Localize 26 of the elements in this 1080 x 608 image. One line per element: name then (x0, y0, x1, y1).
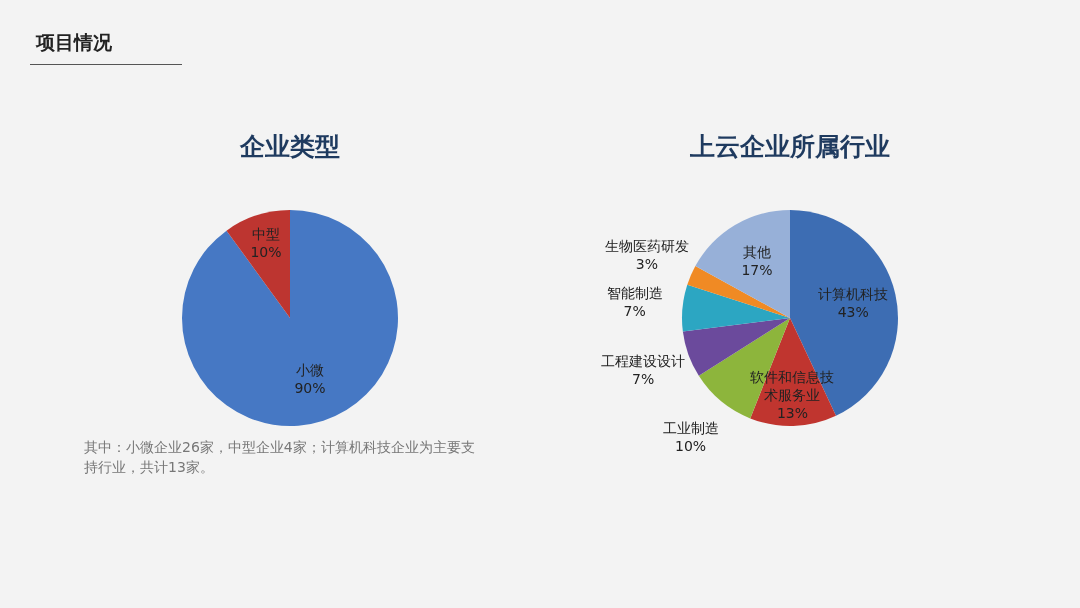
slice-label: 计算机科技 (818, 285, 889, 302)
data-label: 90% (294, 379, 326, 396)
data-label: 10% (675, 438, 707, 455)
data-label: 10% (250, 244, 282, 261)
data-label: 43% (837, 303, 869, 320)
pie-slice (226, 210, 290, 318)
slice-label: 生物医药研发 (604, 238, 689, 255)
slice-label: 小微 (296, 361, 325, 378)
slice-label: 中型 (251, 226, 280, 243)
data-label: 3% (635, 256, 658, 273)
slice-label: 智能制造 (606, 285, 663, 302)
data-label: 17% (741, 262, 773, 279)
pie-slice (682, 284, 790, 332)
slice-label: 其他 (743, 244, 772, 261)
pie-slice (695, 210, 790, 318)
data-label: 13% (776, 404, 809, 421)
slice-label: 工程建设设计 (601, 352, 686, 369)
text: 其中：小微企业26家，中型企业4家；计算机科技企业为主要支持行业，共计13家。 (84, 438, 476, 477)
slice-label: 工业制造 (662, 420, 719, 437)
pie-slice (182, 210, 398, 426)
text: 项目情况 (36, 30, 112, 55)
data-label: 7% (623, 303, 646, 320)
data-label: 7% (632, 370, 655, 387)
chart-title: 上云企业所属行业 (689, 132, 890, 161)
pie-slice (687, 265, 790, 318)
chart-title: 企业类型 (239, 132, 340, 161)
